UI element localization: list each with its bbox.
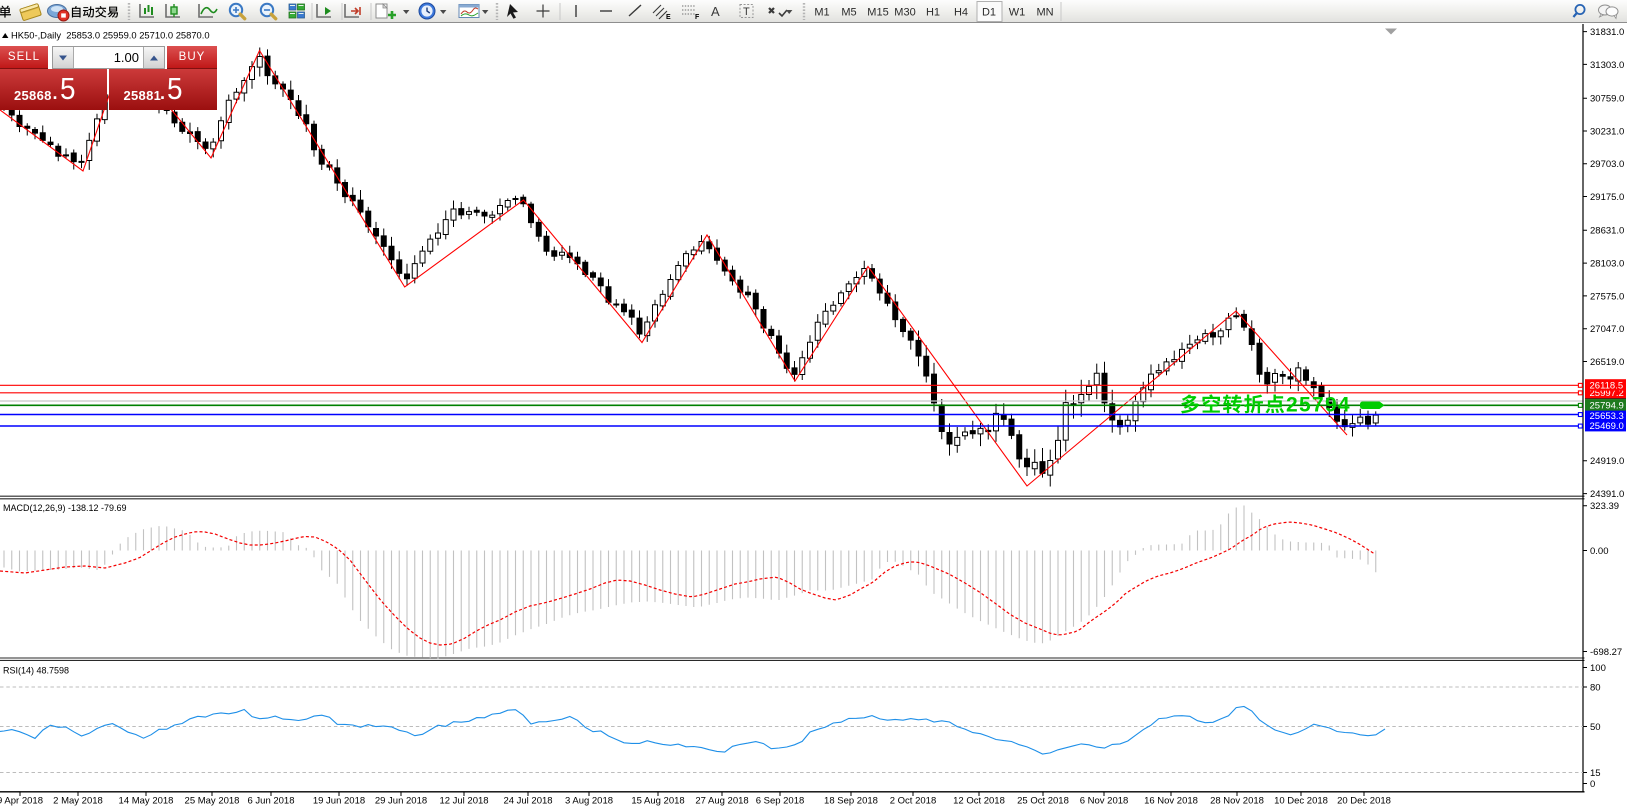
svg-text:RSI(14) 48.7598: RSI(14) 48.7598	[3, 666, 69, 676]
svg-text:E: E	[666, 14, 671, 21]
svg-text:16 Nov 2018: 16 Nov 2018	[1144, 796, 1198, 807]
svg-text:25469.0: 25469.0	[1590, 421, 1624, 432]
svg-text:20 Dec 2018: 20 Dec 2018	[1337, 796, 1391, 807]
svg-text:0.00: 0.00	[1590, 546, 1609, 557]
svg-text:12 Oct 2018: 12 Oct 2018	[953, 796, 1005, 807]
svg-text:18 Sep 2018: 18 Sep 2018	[824, 796, 878, 807]
svg-text:MN: MN	[1036, 7, 1053, 19]
svg-text:M1: M1	[814, 7, 829, 19]
svg-text:25794: 25794	[1286, 394, 1351, 417]
svg-text:25653.3: 25653.3	[1590, 411, 1624, 422]
svg-text:25 Oct 2018: 25 Oct 2018	[1017, 796, 1069, 807]
svg-text:27575.0: 27575.0	[1590, 291, 1624, 302]
svg-text:31303.0: 31303.0	[1590, 60, 1624, 71]
svg-text:M15: M15	[867, 7, 888, 19]
svg-text:2 May 2018: 2 May 2018	[53, 796, 103, 807]
svg-text:6 Sep 2018: 6 Sep 2018	[756, 796, 805, 807]
svg-text:24391.0: 24391.0	[1590, 489, 1624, 500]
svg-text:T: T	[743, 6, 750, 18]
svg-text:28 Nov 2018: 28 Nov 2018	[1210, 796, 1264, 807]
svg-text:24 Jul 2018: 24 Jul 2018	[503, 796, 552, 807]
svg-text:31831.0: 31831.0	[1590, 27, 1624, 38]
svg-text:3 Aug 2018: 3 Aug 2018	[565, 796, 613, 807]
svg-text:9 Apr 2018: 9 Apr 2018	[0, 796, 43, 807]
svg-text:W1: W1	[1009, 7, 1026, 19]
svg-text:19 Jun 2018: 19 Jun 2018	[313, 796, 365, 807]
svg-text:29 Jun 2018: 29 Jun 2018	[375, 796, 427, 807]
svg-text:D1: D1	[982, 7, 996, 19]
svg-text:27 Aug 2018: 27 Aug 2018	[695, 796, 748, 807]
svg-text:HK50-,Daily 25853.0 25959.0 2: HK50-,Daily 25853.0 25959.0 25710.0 2587…	[11, 30, 210, 41]
svg-text:26118.5: 26118.5	[1590, 381, 1624, 392]
svg-text:29175.0: 29175.0	[1590, 192, 1624, 203]
svg-text:26519.0: 26519.0	[1590, 357, 1624, 368]
svg-text:14 May 2018: 14 May 2018	[119, 796, 174, 807]
svg-text:MACD(12,26,9) -138.12 -79.69: MACD(12,26,9) -138.12 -79.69	[3, 503, 127, 513]
svg-text:M5: M5	[841, 7, 856, 19]
svg-text:323.39: 323.39	[1590, 501, 1619, 512]
svg-text:15 Aug 2018: 15 Aug 2018	[631, 796, 684, 807]
svg-text:F: F	[695, 14, 700, 21]
svg-text:25997.2: 25997.2	[1590, 388, 1624, 399]
svg-text:28103.0: 28103.0	[1590, 259, 1624, 270]
svg-text:28631.0: 28631.0	[1590, 226, 1624, 237]
svg-text:6 Jun 2018: 6 Jun 2018	[247, 796, 294, 807]
svg-text:H4: H4	[954, 7, 968, 19]
svg-text:6 Nov 2018: 6 Nov 2018	[1080, 796, 1129, 807]
svg-text:30231.0: 30231.0	[1590, 126, 1624, 137]
svg-text:100: 100	[1590, 663, 1606, 674]
svg-text:25 May 2018: 25 May 2018	[185, 796, 240, 807]
svg-text:50: 50	[1590, 722, 1601, 733]
svg-text:80: 80	[1590, 682, 1601, 693]
svg-text:25794.9: 25794.9	[1590, 400, 1624, 411]
svg-text:10 Dec 2018: 10 Dec 2018	[1274, 796, 1328, 807]
svg-text:30759.0: 30759.0	[1590, 94, 1624, 105]
svg-text:15: 15	[1590, 768, 1601, 779]
svg-text:27047.0: 27047.0	[1590, 324, 1624, 335]
svg-text:M30: M30	[894, 7, 915, 19]
svg-text:A: A	[711, 4, 720, 19]
svg-text:0: 0	[1590, 779, 1595, 790]
svg-text:H1: H1	[926, 7, 940, 19]
svg-text:-698.27: -698.27	[1590, 647, 1622, 658]
svg-text:2 Oct 2018: 2 Oct 2018	[890, 796, 936, 807]
svg-text:12 Jul 2018: 12 Jul 2018	[439, 796, 488, 807]
svg-text:29703.0: 29703.0	[1590, 159, 1624, 170]
svg-text:24919.0: 24919.0	[1590, 456, 1624, 467]
